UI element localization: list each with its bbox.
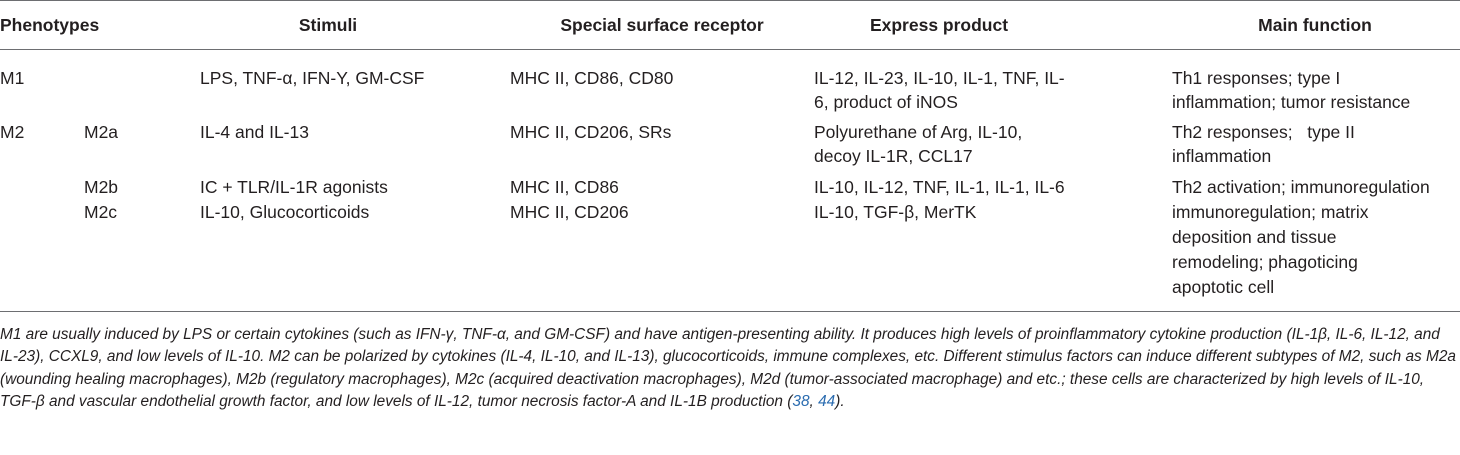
footnote-paren-open: (: [783, 393, 793, 411]
stimuli-cell: LPS, TNF-α, IFN-Y, GM-CSF: [200, 68, 425, 88]
function-cell: immunoregulation; matrix: [1172, 202, 1369, 222]
phenotype-cell: M2: [0, 122, 25, 142]
phenotype-cell: M1: [0, 68, 25, 88]
header-phenotypes: Phenotypes: [0, 15, 100, 35]
product-cell: 6, product of iNOS: [814, 92, 958, 112]
footnote-separator: ,: [809, 393, 819, 411]
stimuli-cell: IL-4 and IL-13: [200, 122, 309, 142]
product-cell: IL-10, IL-12, TNF, IL-1, IL-1, IL-6: [814, 177, 1065, 197]
stimuli-cell: IL-10, Glucocorticoids: [200, 202, 370, 222]
product-cell: IL-10, TGF-β, MerTK: [814, 202, 977, 222]
function-cell: Th2 activation; immunoregulation: [1172, 177, 1430, 197]
citation-link-38[interactable]: 38: [792, 393, 810, 411]
subtype-cell: M2a: [84, 122, 119, 142]
stimuli-cell: IC + TLR/IL-1R agonists: [200, 177, 388, 197]
header-function: Main function: [1258, 15, 1372, 35]
receptor-cell: MHC II, CD206, SRs: [510, 122, 672, 142]
function-cell: apoptotic cell: [1172, 277, 1275, 297]
product-cell: IL-12, IL-23, IL-10, IL-1, TNF, IL-: [814, 68, 1065, 88]
table-footnote: M1 are usually induced by LPS or certain…: [0, 324, 1456, 414]
header-product: Express product: [869, 15, 1009, 35]
function-cell: inflammation; tumor resistance: [1172, 92, 1411, 112]
subtype-cell: M2b: [84, 177, 119, 197]
header-rule: [0, 49, 1460, 50]
header-receptor: Special surface receptor: [560, 15, 764, 35]
citation-link-44[interactable]: 44: [818, 393, 836, 411]
top-rule: [0, 0, 1460, 1]
function-cell: inflammation: [1172, 146, 1272, 166]
function-cell: Th1 responses; type I: [1172, 68, 1341, 88]
header-stimuli: Stimuli: [298, 15, 358, 35]
receptor-cell: MHC II, CD86: [510, 177, 619, 197]
receptor-cell: MHC II, CD86, CD80: [510, 68, 674, 88]
function-cell: Th2 responses; type II: [1172, 122, 1355, 142]
receptor-cell: MHC II, CD206: [510, 202, 629, 222]
function-cell: remodeling; phagoticing: [1172, 252, 1358, 272]
product-cell: Polyurethane of Arg, IL-10,: [814, 122, 1023, 142]
function-cell: deposition and tissue: [1172, 227, 1337, 247]
product-cell: decoy IL-1R, CCL17: [814, 146, 973, 166]
footnote-text: M1 are usually induced by LPS or certain…: [0, 326, 1456, 411]
bottom-rule: [0, 311, 1460, 312]
footnote-paren-close: ).: [835, 393, 845, 411]
subtype-cell: M2c: [84, 202, 118, 222]
